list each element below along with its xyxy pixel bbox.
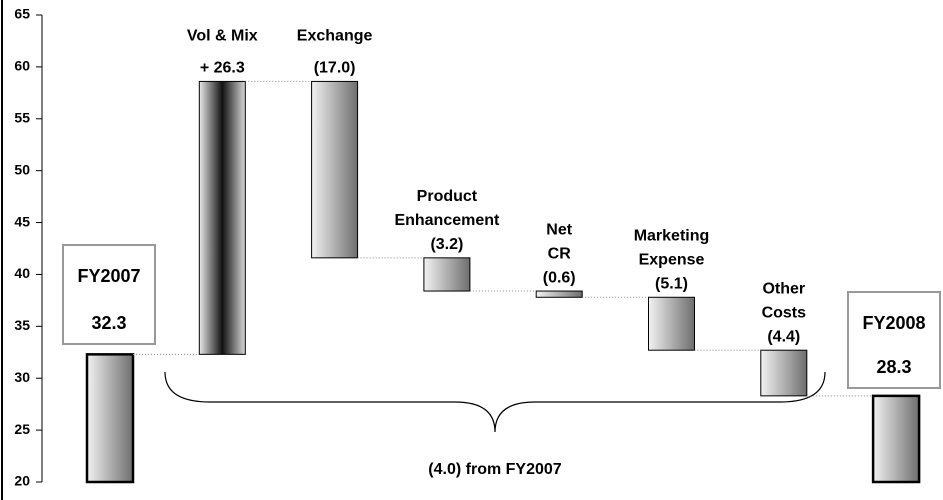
category-label: FY2008 <box>862 313 925 333</box>
value-label: (4.4) <box>767 328 800 345</box>
y-tick-label: 55 <box>14 109 30 125</box>
category-label: Product <box>417 188 478 205</box>
bar <box>648 296 695 351</box>
category-label: Expense <box>639 251 705 268</box>
category-label: CR <box>548 245 572 262</box>
category-label: Other <box>762 280 805 297</box>
bar <box>871 394 921 484</box>
y-tick-label: 30 <box>14 369 30 385</box>
value-label: (5.1) <box>655 275 688 292</box>
value-label: (3.2) <box>430 236 463 253</box>
y-tick-label: 20 <box>14 473 30 489</box>
category-label: Enhancement <box>394 212 500 229</box>
y-tick-label: 65 <box>14 6 30 22</box>
y-tick-label: 35 <box>14 317 30 333</box>
bar <box>760 349 808 397</box>
y-tick-label: 25 <box>14 421 30 437</box>
label-box <box>847 291 941 389</box>
brace <box>164 371 826 433</box>
category-label: FY2007 <box>77 266 140 286</box>
y-tick-label: 45 <box>14 213 30 229</box>
bar <box>423 257 471 292</box>
category-label: Costs <box>762 304 807 321</box>
bar <box>85 353 135 484</box>
category-label: Marketing <box>634 227 710 244</box>
value-label: 28.3 <box>876 357 911 377</box>
category-label: Exchange <box>297 28 373 45</box>
annotation: (4.0) from FY2007 <box>428 461 561 478</box>
bar <box>198 80 246 355</box>
value-label: (17.0) <box>314 60 356 77</box>
value-label: (0.6) <box>543 269 576 286</box>
y-tick-label: 50 <box>14 161 30 177</box>
y-tick-label: 40 <box>14 265 30 281</box>
value-label: 32.3 <box>91 313 126 333</box>
value-label: + 26.3 <box>200 60 245 77</box>
y-tick-label: 60 <box>14 58 30 74</box>
bar <box>535 290 583 298</box>
bar <box>311 80 359 259</box>
category-label: Vol & Mix <box>187 28 258 45</box>
label-box <box>62 244 156 345</box>
category-label: Net <box>546 221 572 238</box>
